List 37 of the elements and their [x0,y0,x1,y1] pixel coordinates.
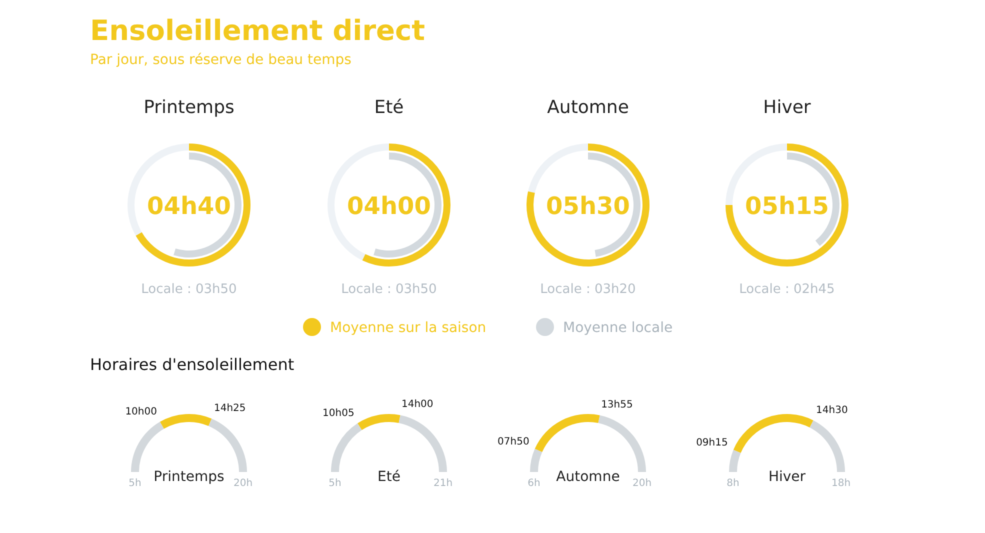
text: Hiver [763,97,812,118]
text: 04h00 [347,192,431,220]
text: Par jour, sous réserve de beau temps [90,52,352,68]
text: Locale : 03h20 [540,282,636,297]
text: 20h [233,478,253,489]
text: 14h00 [401,399,434,410]
text: 21h [433,478,453,489]
text: 05h15 [745,192,829,220]
text: Eté [374,97,404,118]
text: Locale : 03h50 [141,282,237,297]
text: 05h30 [546,192,630,220]
text: 20h [632,478,652,489]
text: 10h00 [125,406,157,418]
text: 18h [831,478,851,489]
text: Printemps [154,469,224,485]
text: 04h40 [147,192,231,220]
text: 14h25 [214,403,246,414]
chart-title: Horaires d'ensoleillement [90,355,294,374]
text: 8h [726,478,740,489]
legend-label: Moyenne sur la saison [330,320,486,336]
text: 07h50 [498,436,530,448]
text: Automne [547,97,629,118]
text: 14h30 [816,404,848,416]
text: 13h55 [601,399,633,410]
text: Locale : 02h45 [739,282,835,297]
text: 6h [528,478,540,489]
text: Hiver [768,469,806,485]
text: 09h15 [696,438,728,449]
text: Automne [556,469,620,485]
text: Printemps [144,97,234,118]
text: 10h05 [322,408,354,420]
text: Eté [378,469,400,485]
text: Locale : 03h50 [341,282,437,297]
text: Ensoleillement direct [90,14,425,47]
text: 5h [128,478,142,489]
text: 5h [328,478,342,489]
legend-label: Moyenne locale [563,320,673,336]
